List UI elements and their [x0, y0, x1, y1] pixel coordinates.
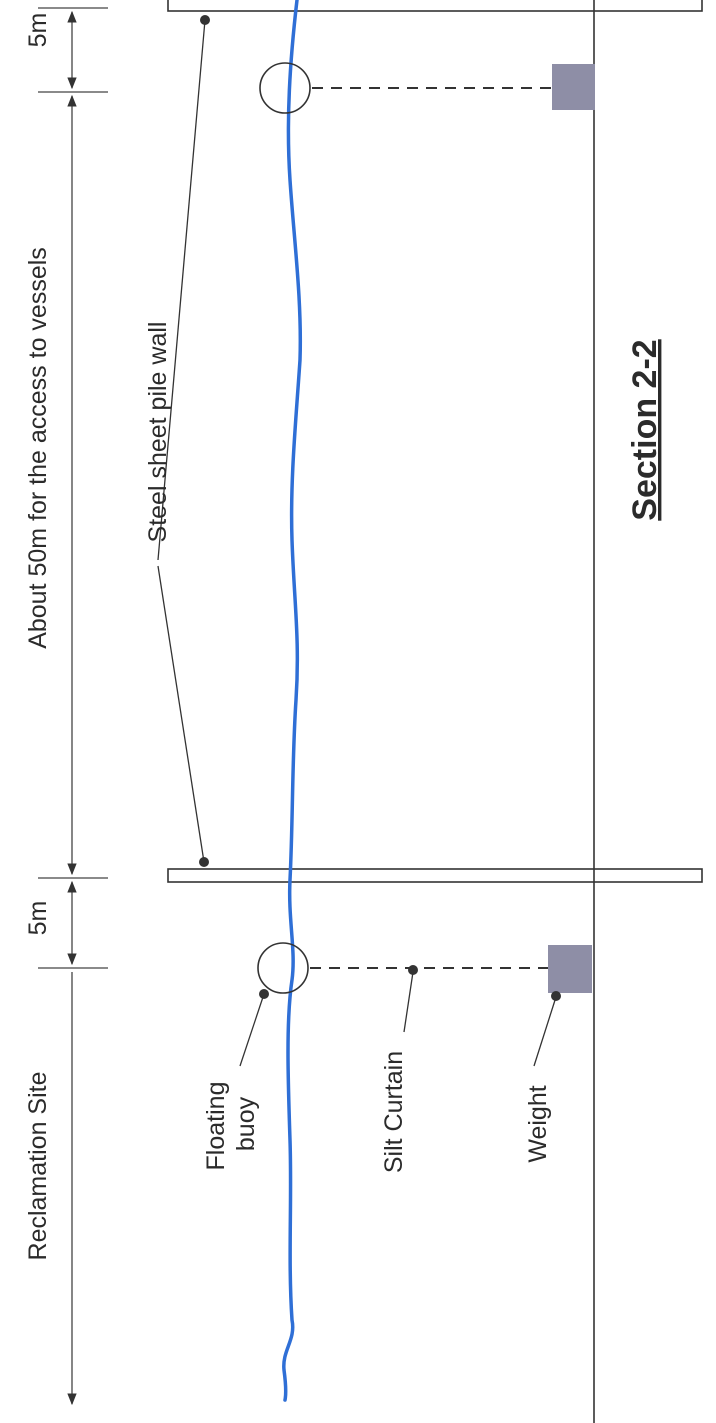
weight-leader-dot	[551, 991, 561, 1001]
reclamation-site-label: Reclamation Site	[24, 1072, 52, 1261]
water-surface-line	[282, 0, 303, 1402]
buoy-leader-dot	[259, 989, 269, 999]
section-title: Section 2-2	[626, 339, 664, 520]
dimension-lines	[38, 7, 108, 1406]
dim-bottom-5m-label: 5m	[24, 901, 52, 936]
silt-curtain-label: Silt Curtain	[380, 1051, 408, 1173]
leader-dot	[200, 15, 210, 25]
steel-sheet-pile-wall-label: Steel sheet pile wall	[144, 322, 172, 543]
floating-label: Floating	[202, 1082, 230, 1171]
weight-leader	[533, 996, 557, 1067]
leader-line	[157, 19, 206, 561]
leader-line	[157, 565, 205, 863]
silt-curtain-leader	[403, 971, 414, 1033]
steel-sheet-pile-wall-bottom	[167, 868, 703, 883]
weight-block-top	[552, 64, 595, 110]
leader-dot	[199, 857, 209, 867]
silt-curtain-leader-dot	[408, 965, 418, 975]
floating-buoy-bottom	[257, 942, 309, 994]
buoy-leader	[239, 993, 265, 1067]
weight-block-bottom	[548, 945, 592, 993]
steel-wall-leaders	[157, 15, 210, 867]
floating-buoy-top	[259, 62, 311, 114]
dim-top-5m-label: 5m	[24, 13, 52, 48]
weight-label: Weight	[524, 1085, 552, 1162]
buoy-label: buoy	[232, 1096, 260, 1151]
steel-sheet-pile-wall-top	[167, 0, 703, 12]
dim-middle-label: About 50m for the access to vessels	[24, 247, 52, 649]
